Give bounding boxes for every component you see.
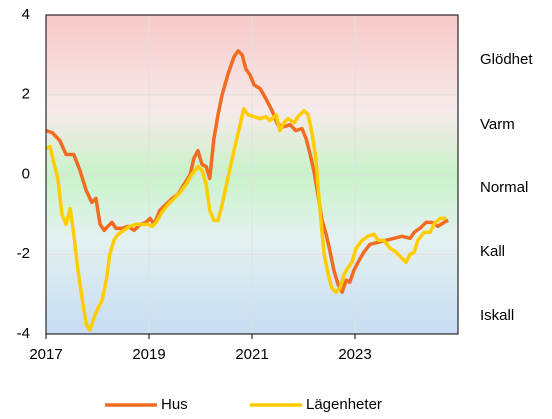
zone-label: Kall xyxy=(480,243,505,260)
lines xyxy=(45,49,449,332)
y-tick-label: 0 xyxy=(22,165,30,182)
x-tick-label: 2019 xyxy=(132,346,165,363)
x-tick-label: 2021 xyxy=(235,346,268,363)
series-line xyxy=(45,106,447,332)
legend-label: Hus xyxy=(161,396,188,413)
zone-label: Normal xyxy=(480,179,528,196)
y-tick-label: -4 xyxy=(17,325,30,342)
y-tick-label: 2 xyxy=(22,86,30,103)
y-tick-label: 4 xyxy=(22,6,30,23)
zone-label: Glödhet xyxy=(480,51,533,68)
labels: -4 -2 0 2 4 2017 2019 2021 2023 Glödhet Varm Normal… xyxy=(17,6,534,413)
x-tick-label: 2017 xyxy=(29,346,62,363)
zone-label: Iskall xyxy=(480,307,514,324)
zone-label: Varm xyxy=(480,116,515,133)
x-tick-label: 2023 xyxy=(338,346,371,363)
series-line xyxy=(45,49,449,294)
legend-label: Lägenheter xyxy=(306,396,382,413)
y-tick-label: -2 xyxy=(17,245,30,262)
